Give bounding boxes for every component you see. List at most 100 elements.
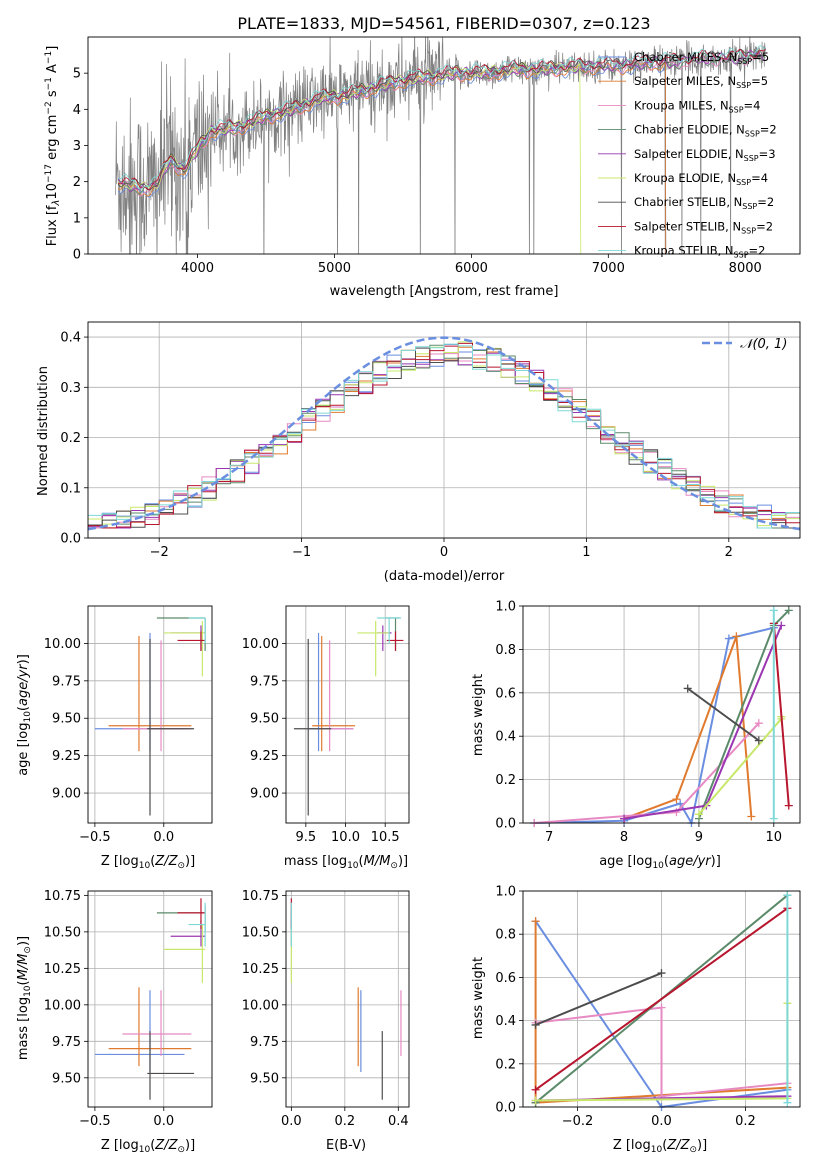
mZ-xlabel: Z [log10(Z/Z⊙)] (101, 1138, 195, 1155)
histogram-salpeter-stelib (88, 342, 800, 529)
y-tick-label: 0.4 (495, 730, 516, 745)
x-tick-label: 1 (582, 545, 590, 560)
x-tick-label: −2 (150, 545, 169, 560)
y-tick-label: 10.00 (242, 998, 279, 1013)
y-tick-label: 1.0 (495, 885, 516, 900)
x-tick-label: 0.2 (735, 1114, 756, 1129)
y-tick-label: 10.00 (44, 637, 81, 652)
data-point-marker (754, 736, 763, 745)
x-tick-label: 2 (725, 545, 733, 560)
x-tick-label: 10.0 (331, 830, 360, 845)
model-spectrum-salpeter-elodie (117, 49, 766, 192)
data-point-marker (531, 1085, 540, 1094)
axes-frame (522, 890, 801, 1108)
x-tick-label: 5000 (318, 261, 351, 276)
svg-text:age [log10(age/yr)]: age [log10(age/yr)] (16, 654, 33, 776)
mass-vs-metallicity-panel: Z [log10(Z/Z⊙)] mass [log10(M/M⊙)] −0.5 0… (16, 889, 213, 1155)
x-tick-label: 6000 (455, 261, 488, 276)
data-point-marker (769, 606, 778, 615)
series-line-chabrier-stelib (535, 972, 662, 1026)
y-tick-label: 0.4 (495, 1014, 516, 1029)
y-tick-label: 0 (73, 248, 81, 263)
y-tick-label: 9.00 (52, 787, 81, 802)
data-point-marker (531, 1096, 540, 1105)
y-tick-label: 0.3 (60, 381, 81, 396)
x-tick-label: −0.2 (562, 1114, 594, 1129)
data-point-marker (694, 810, 703, 819)
normal-curve (88, 336, 800, 531)
y-tick-label: 9.75 (52, 674, 81, 689)
legend-label: Salpeter MILES, NSSP=5 (634, 74, 768, 90)
spectrum-xlabel: wavelength [Angstrom, rest frame] (330, 284, 559, 299)
axes-frame (87, 321, 801, 539)
y-tick-label: 10.00 (242, 637, 279, 652)
data-point-marker (620, 814, 629, 823)
spectrum-title: PLATE=1833, MJD=54561, FIBERID=0307, z=0… (237, 14, 650, 33)
series-line-kroupa-miles (535, 1006, 788, 1098)
grid (523, 605, 800, 824)
y-tick-label: 10.25 (44, 962, 81, 977)
x-tick-label: 0.0 (281, 1114, 302, 1129)
y-tick-label: 9.50 (52, 1071, 81, 1086)
x-tick-label: 10.5 (371, 830, 400, 845)
mass-vs-extinction-panel: E(B-V) 0.0 0.2 0.4 9.50 9.75 10.00 10.25 10.50 1… (242, 889, 410, 1153)
x-tick-label: 10 (766, 830, 783, 845)
data-point-marker (769, 814, 778, 823)
spectrum-panel: PLATE=1833, MJD=54561, FIBERID=0307, z=0… (44, 14, 801, 299)
axes-frame (87, 890, 213, 1108)
x-tick-label: 0.0 (651, 1114, 672, 1129)
data-point-marker (683, 684, 692, 693)
y-tick-label: 9.75 (52, 1035, 81, 1050)
y-tick-label: 9.25 (52, 749, 81, 764)
grid (286, 606, 409, 823)
plot-area (115, 37, 766, 254)
weight-vs-age-panel: age [log10(age/yr)] mass weight 7 8 9 10 0.0… (471, 600, 801, 871)
y-tick-label: 0.2 (60, 431, 81, 446)
wAge-ylabel: mass weight (471, 674, 486, 756)
y-tick-label: 0.8 (495, 928, 516, 943)
data-point-marker (777, 621, 786, 630)
data-point-marker (531, 1020, 540, 1029)
histogram-ylabel: Normed distribution (36, 366, 51, 496)
legend-label: Chabrier STELIB, NSSP=2 (634, 195, 774, 211)
series-line-salpeter-stelib (535, 907, 788, 1091)
data-point-marker (783, 1098, 792, 1107)
legend-label: Kroupa ELODIE, NSSP=4 (634, 171, 768, 187)
x-tick-label: 7 (545, 830, 553, 845)
wAge-xlabel: age [log10(age/yr)] (599, 854, 721, 871)
y-tick-label: 1.0 (495, 600, 516, 615)
y-tick-label: 9.75 (250, 674, 279, 689)
data-point-marker (676, 799, 685, 808)
age-vs-metallicity-panel: Z [log10(Z/Z⊙)] age [log10(age/yr)] −0.5… (16, 605, 213, 871)
series-line-chabrier-stelib (687, 687, 760, 742)
x-tick-label: −0.5 (79, 1114, 111, 1129)
data-point-marker (732, 632, 741, 641)
legend-label: 𝒩(0, 1) (740, 337, 787, 352)
residual-histogram-panel: (data-model)/error Normed distribution −… (36, 321, 801, 584)
x-tick-label: 0.4 (388, 1114, 409, 1129)
legend-label: Salpeter ELODIE, NSSP=3 (634, 147, 776, 163)
y-tick-label: 10.75 (44, 889, 81, 904)
x-tick-label: 8 (620, 830, 628, 845)
y-tick-label: 0.8 (495, 643, 516, 658)
y-tick-label: 0.6 (495, 971, 516, 986)
data-point-marker (657, 969, 666, 978)
plot-area (293, 617, 404, 816)
plot-area (290, 898, 402, 1100)
y-tick-label: 10.75 (242, 889, 279, 904)
grid (286, 891, 409, 1107)
data-point-marker (784, 801, 793, 810)
y-tick-label: 2 (73, 175, 81, 190)
y-tick-label: 10.50 (44, 925, 81, 940)
x-tick-label: 7000 (592, 261, 625, 276)
axes-frame (285, 605, 410, 824)
data-point-marker (754, 719, 763, 728)
plot-area (94, 898, 206, 1100)
histogram-chabrier-stelib (88, 347, 800, 529)
data-point-marker (724, 634, 733, 643)
y-tick-label: 9.00 (250, 787, 279, 802)
histogram-kroupa-stelib (88, 343, 800, 529)
series-line-salpeter-miles (623, 636, 753, 820)
data-point-marker (531, 917, 540, 926)
data-point-marker (657, 1003, 666, 1012)
